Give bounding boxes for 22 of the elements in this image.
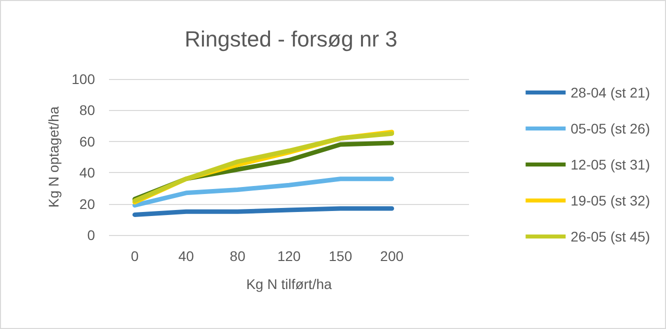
legend-label: 26-05 (st 45): [570, 228, 650, 244]
x-tick-label: 200: [380, 248, 404, 264]
y-tick-label: 100: [72, 71, 96, 87]
chart-title: Ringsted - forsøg nr 3: [184, 26, 398, 52]
y-tick-label: 40: [79, 164, 96, 181]
legend-label: 05-05 (st 26): [570, 120, 650, 136]
y-axis-title: Kg N optaget/ha: [46, 106, 62, 208]
x-axis-title: Kg N tilført/ha: [246, 276, 332, 292]
y-tick-label: 60: [79, 133, 96, 150]
x-tick-label: 0: [130, 248, 139, 264]
x-tick-label: 150: [328, 248, 352, 264]
line-series: [132, 176, 394, 208]
y-tick-label: 20: [79, 196, 96, 212]
legend-label: 28-04 (st 21): [570, 84, 650, 100]
x-tick-label: 80: [230, 248, 246, 264]
line-series: [132, 206, 394, 217]
x-tick-label: 40: [178, 248, 194, 264]
y-tick-label: 0: [87, 227, 96, 243]
x-tick-label: 120: [277, 248, 301, 264]
y-tick-label: 80: [79, 102, 96, 118]
legend-label: 12-05 (st 31): [570, 156, 650, 172]
legend-label: 19-05 (st 32): [570, 192, 650, 208]
